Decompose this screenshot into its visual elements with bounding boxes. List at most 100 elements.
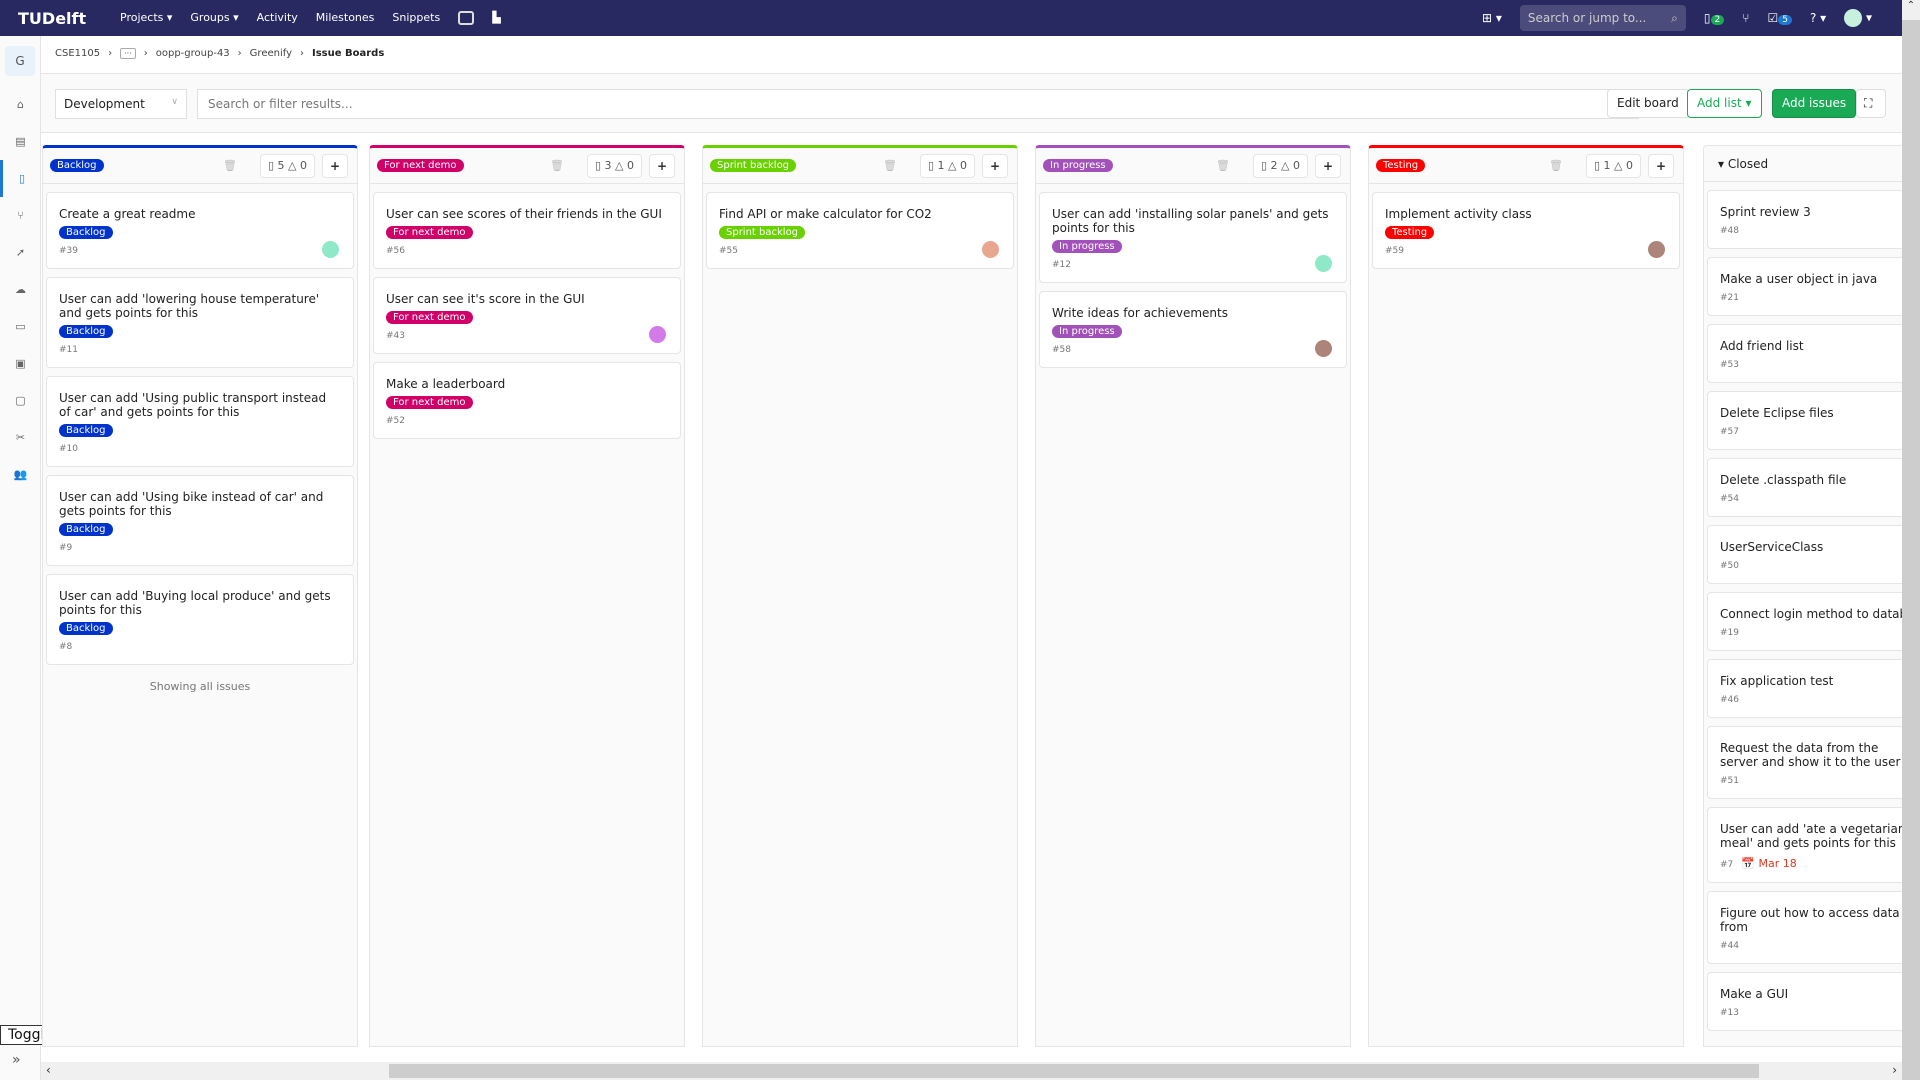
issue-card[interactable]: User can add 'Buying local produce' and … — [46, 574, 354, 665]
add-issue-plus-button[interactable]: + — [1315, 154, 1341, 178]
breadcrumb-current[interactable]: Issue Boards — [312, 48, 385, 59]
members-icon[interactable]: 👥 — [13, 468, 28, 481]
tudelft-logo[interactable]: TUDelft — [18, 8, 87, 28]
user-avatar[interactable]: ▾ — [1844, 9, 1872, 27]
wiki-icon[interactable]: ▢ — [15, 394, 26, 407]
issue-card[interactable]: User can add 'lowering house temperature… — [46, 277, 354, 368]
issue-title[interactable]: Connect login method to database — [1720, 607, 1920, 621]
assignee-avatar[interactable] — [649, 326, 666, 343]
horizontal-scroll-thumb[interactable] — [389, 1064, 1759, 1078]
add-issue-plus-button[interactable]: + — [1648, 154, 1674, 178]
issue-title[interactable]: User can add 'Buying local produce' and … — [59, 589, 331, 617]
issue-label[interactable]: For next demo — [386, 396, 473, 409]
issue-card[interactable]: User can see it's score in the GUI For ne… — [373, 277, 681, 354]
closed-issue-card[interactable]: Request the data from the server and sho… — [1707, 726, 1920, 799]
list-label[interactable]: For next demo — [377, 159, 464, 172]
issue-card[interactable]: Implement activity class Testing #59 — [1372, 192, 1680, 269]
closed-issue-card[interactable]: Make a user object in java #21 — [1707, 257, 1920, 316]
breadcrumb-project[interactable]: Greenify — [249, 48, 292, 59]
add-issue-plus-button[interactable]: + — [982, 154, 1008, 178]
issue-label[interactable]: Sprint backlog — [719, 226, 806, 239]
merge-requests-icon[interactable]: ⑂ — [1742, 11, 1750, 25]
assignee-avatar[interactable] — [322, 241, 339, 258]
issue-card[interactable]: User can add 'Using public transport ins… — [46, 376, 354, 467]
issue-title[interactable]: Delete Eclipse files — [1720, 406, 1834, 420]
closed-issue-card[interactable]: User can add 'ate a vegetarian meal' and… — [1707, 807, 1920, 883]
issue-title[interactable]: User can add 'Using bike instead of car'… — [59, 490, 324, 518]
closed-issue-card[interactable]: UserServiceClass #50 — [1707, 525, 1920, 584]
list-label[interactable]: In progress — [1043, 159, 1113, 172]
closed-issue-card[interactable]: Sprint review 3 #48 — [1707, 190, 1920, 249]
issue-label[interactable]: Backlog — [59, 523, 113, 536]
issue-card[interactable]: User can add 'installing solar panels' a… — [1039, 192, 1347, 283]
delete-list-trash-icon[interactable]: 🗑 — [223, 159, 237, 172]
issue-label[interactable]: For next demo — [386, 311, 473, 324]
add-issue-plus-button[interactable]: + — [649, 154, 675, 178]
issue-title[interactable]: Fix application test — [1720, 674, 1834, 688]
assignee-avatar[interactable] — [1315, 255, 1332, 272]
issue-card[interactable]: Create a great readme Backlog #39 — [46, 192, 354, 269]
issue-title[interactable]: UserServiceClass — [1720, 540, 1824, 554]
operations-icon[interactable]: ☁ — [15, 283, 26, 296]
issue-card[interactable]: User can add 'Using bike instead of car'… — [46, 475, 354, 566]
issue-title[interactable]: User can see scores of their friends in … — [386, 207, 662, 221]
issue-title[interactable]: User can add 'Using public transport ins… — [59, 391, 327, 419]
todos-icon[interactable]: ☑ 5 — [1767, 11, 1792, 25]
list-label[interactable]: Testing — [1376, 159, 1426, 172]
issue-label[interactable]: Backlog — [59, 325, 113, 338]
ci-cd-rocket-icon[interactable]: ➚ — [15, 246, 26, 259]
fullscreen-icon[interactable]: ⛶ — [1856, 89, 1886, 118]
chart-icon[interactable]: ▙ — [492, 11, 501, 24]
issue-title[interactable]: User can add 'lowering house temperature… — [59, 292, 320, 320]
issue-title[interactable]: Write ideas for achievements — [1052, 306, 1228, 320]
breadcrumb-course[interactable]: CSE1105 — [55, 48, 101, 59]
issue-title[interactable]: Sprint review 3 — [1720, 205, 1811, 219]
nav-snippets[interactable]: Snippets — [392, 11, 441, 24]
issues-icon[interactable]: ▯ 2 — [1704, 11, 1725, 25]
closed-issue-card[interactable]: Fix application test #46 — [1707, 659, 1920, 718]
snippets-scissors-icon[interactable]: ✂ — [15, 431, 26, 444]
issue-label[interactable]: In progress — [1052, 240, 1122, 253]
expand-sidebar-icon[interactable]: » — [12, 1052, 21, 1068]
scroll-left-arrow[interactable]: ‹ — [46, 1063, 51, 1077]
repository-icon[interactable]: ▤ — [15, 135, 26, 148]
issue-title[interactable]: User can add 'ate a vegetarian meal' and… — [1720, 822, 1906, 850]
new-item-plus-icon[interactable]: ⊞ ▾ — [1481, 11, 1502, 25]
monitor-icon[interactable]: ▭ — [15, 320, 26, 333]
issues-sidebar-icon[interactable]: ▯ — [0, 160, 41, 197]
issue-card[interactable]: User can see scores of their friends in … — [373, 192, 681, 269]
search-input[interactable]: Search or jump to... ⌕ — [1519, 5, 1686, 31]
help-icon[interactable]: ? ▾ — [1809, 11, 1827, 25]
scroll-right-arrow[interactable]: › — [1892, 1063, 1897, 1077]
add-issue-plus-button[interactable]: + — [322, 154, 348, 178]
issue-title[interactable]: Add friend list — [1720, 339, 1804, 353]
assignee-avatar[interactable] — [1315, 340, 1332, 357]
merge-requests-sidebar-icon[interactable]: ⑂ — [17, 209, 24, 222]
closed-issue-card[interactable]: Delete .classpath file #54 — [1707, 458, 1920, 517]
issue-label[interactable]: Backlog — [59, 622, 113, 635]
nav-activity[interactable]: Activity — [256, 11, 298, 24]
issue-title[interactable]: Create a great readme — [59, 207, 196, 221]
issue-label[interactable]: Testing — [1385, 226, 1435, 239]
list-label[interactable]: Backlog — [50, 159, 104, 172]
delete-list-trash-icon[interactable]: 🗑 — [1216, 159, 1230, 172]
breadcrumb-group[interactable]: oopp-group-43 — [155, 48, 230, 59]
closed-issue-card[interactable]: Figure out how to access data from #44 — [1707, 891, 1920, 964]
issue-label[interactable]: In progress — [1052, 325, 1122, 338]
nav-projects[interactable]: Projects ▾ — [120, 11, 173, 24]
issue-label[interactable]: For next demo — [386, 226, 473, 239]
issue-card[interactable]: Make a leaderboard For next demo #52 — [373, 362, 681, 439]
dashboard-gauge-icon[interactable] — [458, 11, 475, 25]
closed-issue-card[interactable]: Delete Eclipse files #57 — [1707, 391, 1920, 450]
assignee-avatar[interactable] — [1648, 241, 1665, 258]
issue-title[interactable]: Find API or make calculator for CO2 — [719, 207, 932, 221]
closed-issue-card[interactable]: Connect login method to database #19 — [1707, 592, 1920, 651]
project-home-icon[interactable]: ⌂ — [17, 98, 24, 111]
list-label[interactable]: Sprint backlog — [710, 159, 797, 172]
closed-list-header[interactable]: ▾ Closed — [1704, 146, 1920, 182]
board-selector[interactable]: Development ∨ — [55, 89, 187, 119]
issue-title[interactable]: Figure out how to access data from — [1720, 906, 1900, 934]
add-list-button[interactable]: Add list ▾ — [1687, 89, 1762, 118]
issue-title[interactable]: Request the data from the server and sho… — [1720, 741, 1901, 769]
closed-issue-card[interactable]: Make a GUI #13 — [1707, 972, 1920, 1031]
